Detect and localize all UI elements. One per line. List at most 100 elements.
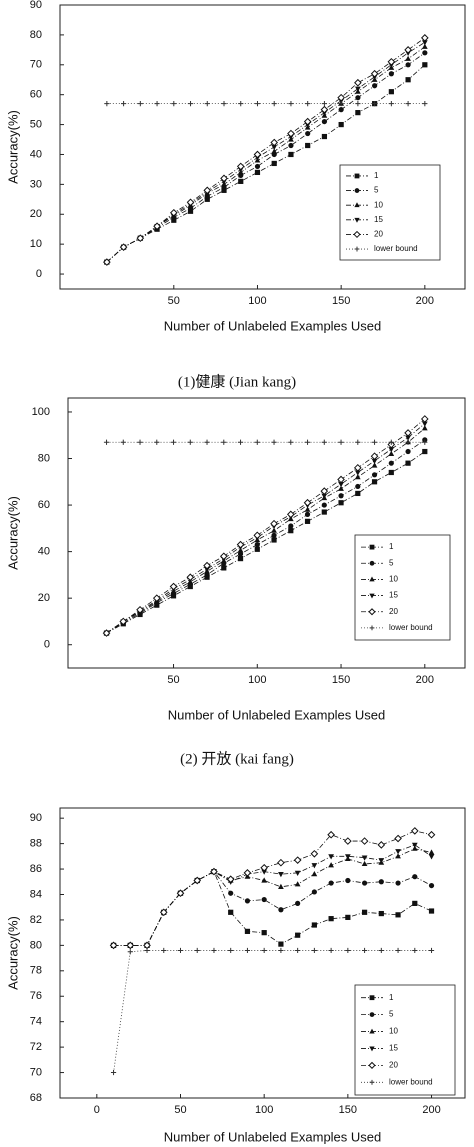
marker	[368, 1061, 376, 1069]
marker	[388, 101, 394, 107]
series-line	[113, 950, 432, 1073]
marker	[288, 528, 294, 534]
marker	[271, 537, 277, 543]
marker	[226, 875, 235, 884]
y-tick-label: 72	[30, 1041, 42, 1053]
marker	[293, 856, 302, 864]
marker	[261, 930, 267, 936]
marker	[321, 509, 327, 515]
marker	[405, 460, 411, 466]
marker	[311, 922, 317, 928]
marker	[304, 439, 311, 445]
marker	[305, 142, 311, 149]
x-tick-label: 50	[174, 1104, 186, 1116]
marker	[428, 908, 435, 914]
marker	[369, 625, 375, 631]
plot-frame	[67, 397, 466, 669]
marker	[369, 995, 375, 1001]
marker	[405, 55, 411, 61]
marker	[320, 105, 329, 114]
marker	[328, 880, 334, 886]
marker	[288, 142, 294, 149]
y-tick-label: 30	[30, 178, 42, 190]
marker	[369, 593, 375, 599]
plot-frame	[59, 4, 466, 290]
marker	[369, 544, 375, 550]
marker	[294, 881, 301, 887]
x-tick-label: 100	[248, 674, 266, 686]
marker	[422, 50, 428, 56]
marker	[311, 889, 317, 895]
marker	[193, 876, 202, 885]
marker	[321, 502, 327, 508]
legend-label: 20	[389, 607, 398, 616]
marker	[236, 540, 245, 549]
marker	[320, 487, 329, 495]
marker	[410, 827, 419, 835]
marker	[404, 429, 412, 437]
marker	[354, 217, 360, 223]
marker	[171, 217, 177, 223]
marker	[369, 1012, 375, 1018]
marker	[338, 485, 344, 491]
y-tick-label: 90	[30, 812, 42, 824]
marker	[271, 439, 277, 445]
marker	[253, 150, 262, 159]
marker	[236, 162, 245, 171]
marker	[355, 95, 361, 101]
marker	[104, 101, 110, 107]
marker	[271, 527, 277, 533]
marker	[187, 101, 194, 107]
marker	[211, 947, 217, 954]
y-tick-label: 88	[30, 838, 42, 850]
marker	[277, 858, 285, 867]
legend-label: 1	[374, 171, 379, 180]
marker	[369, 560, 375, 566]
marker	[369, 1028, 375, 1034]
y-tick-label: 50	[30, 118, 42, 130]
y-tick-label: 82	[30, 914, 42, 926]
marker	[295, 947, 301, 954]
marker	[187, 208, 194, 214]
legend-label: lower bound	[374, 244, 418, 253]
marker	[305, 130, 311, 137]
legend-label: 10	[389, 575, 398, 584]
marker	[204, 572, 210, 578]
marker	[270, 519, 278, 528]
legend-label: 5	[389, 1010, 394, 1019]
series-line	[106, 427, 426, 634]
marker	[421, 421, 428, 427]
x-tick-label: 50	[168, 295, 180, 307]
marker	[395, 880, 401, 886]
marker	[303, 498, 312, 507]
marker	[428, 849, 435, 855]
marker	[278, 941, 284, 947]
y-axis-label: Accuracy(%)	[5, 496, 20, 570]
marker	[261, 947, 267, 954]
marker	[171, 101, 177, 107]
marker	[361, 947, 368, 954]
y-tick-label: 76	[30, 990, 42, 1002]
marker	[243, 869, 252, 877]
marker	[278, 947, 284, 954]
x-tick-label: 100	[248, 295, 266, 307]
marker	[261, 896, 267, 903]
marker	[254, 542, 260, 548]
marker	[338, 493, 344, 499]
marker	[353, 230, 361, 239]
marker	[161, 947, 167, 954]
marker	[238, 178, 244, 184]
marker	[355, 86, 361, 92]
series-line	[106, 439, 426, 634]
marker	[371, 462, 378, 468]
marker	[254, 546, 260, 552]
marker	[428, 854, 435, 860]
marker	[394, 834, 402, 843]
marker	[310, 849, 319, 858]
marker	[369, 576, 375, 582]
marker	[361, 855, 368, 861]
marker	[388, 71, 394, 77]
marker	[271, 101, 277, 107]
legend-label: lower bound	[389, 1077, 433, 1086]
